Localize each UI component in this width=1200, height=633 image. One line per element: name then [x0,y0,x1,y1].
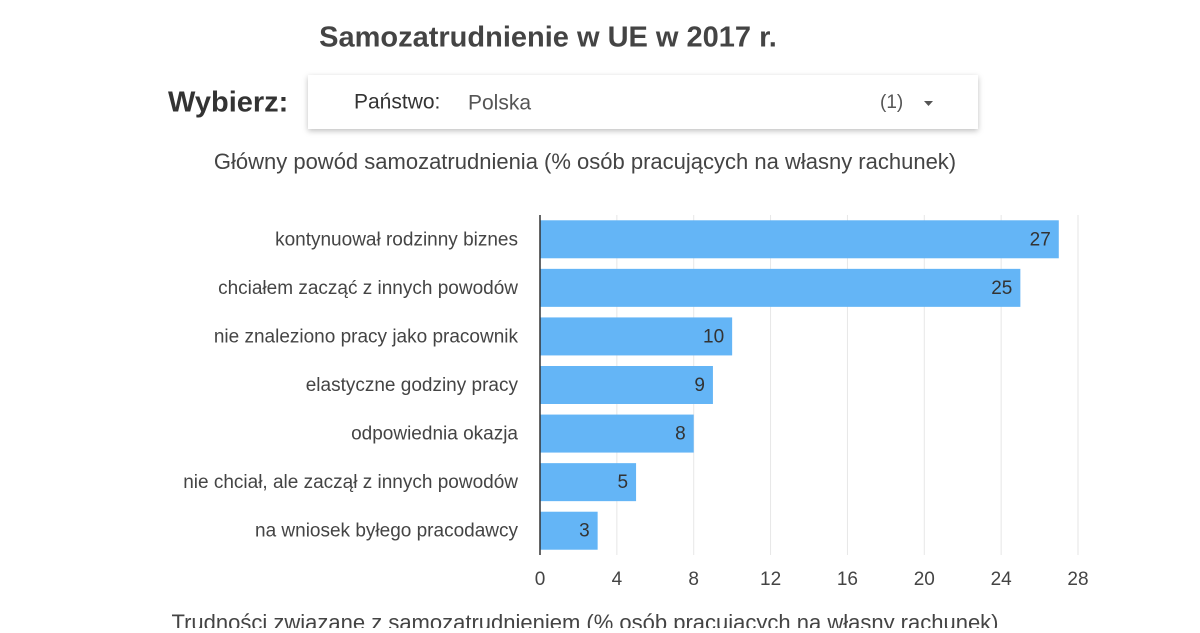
data-label: 5 [617,472,628,493]
bar [540,511,598,550]
next-section-title: Trudności związane z samozatrudnieniem (… [171,610,998,628]
y-tick-label: kontynuował rodzinny biznes [275,229,518,250]
y-tick-label: na wniosek byłego pracodawcy [255,521,518,542]
dropdown-value: Polska [468,92,531,115]
data-label: 9 [694,375,705,396]
bar [540,317,733,356]
x-tick-label: 28 [1067,569,1088,590]
y-tick-label: nie znaleziono pracy jako pracownik [214,326,519,347]
chart-title: Główny powód samozatrudnienia (% osób pr… [214,149,956,174]
data-label: 3 [579,521,590,542]
y-tick-label: elastyczne godziny pracy [306,375,519,396]
bar [540,220,1059,259]
dropdown-field: Państwo: [354,91,440,114]
y-tick-label: nie chciał, ale zaczął z innych powodów [183,472,518,493]
dropdown-count: (1) [880,92,903,113]
x-tick-label: 0 [535,569,546,590]
page-title: Samozatrudnienie w UE w 2017 r. [319,22,777,54]
bar [540,463,637,502]
data-label: 25 [991,278,1012,299]
x-tick-label: 20 [914,569,935,590]
dropdown-arrow[interactable] [924,101,933,106]
dropdown[interactable] [308,75,978,129]
x-tick-label: 4 [612,569,623,590]
bar [540,414,694,453]
data-label: 10 [703,326,724,347]
x-tick-label: 16 [837,569,858,590]
bar [540,366,713,404]
data-label: 27 [1030,229,1051,250]
data-label: 8 [675,424,686,445]
y-tick-label: odpowiednia okazja [351,424,518,445]
x-tick-label: 8 [688,569,699,590]
y-tick-label: chciałem zacząć z innych powodów [218,278,518,299]
x-tick-label: 24 [991,569,1013,590]
x-tick-label: 12 [760,569,781,590]
selector-label: Wybierz: [168,87,288,119]
bar [540,268,1021,307]
